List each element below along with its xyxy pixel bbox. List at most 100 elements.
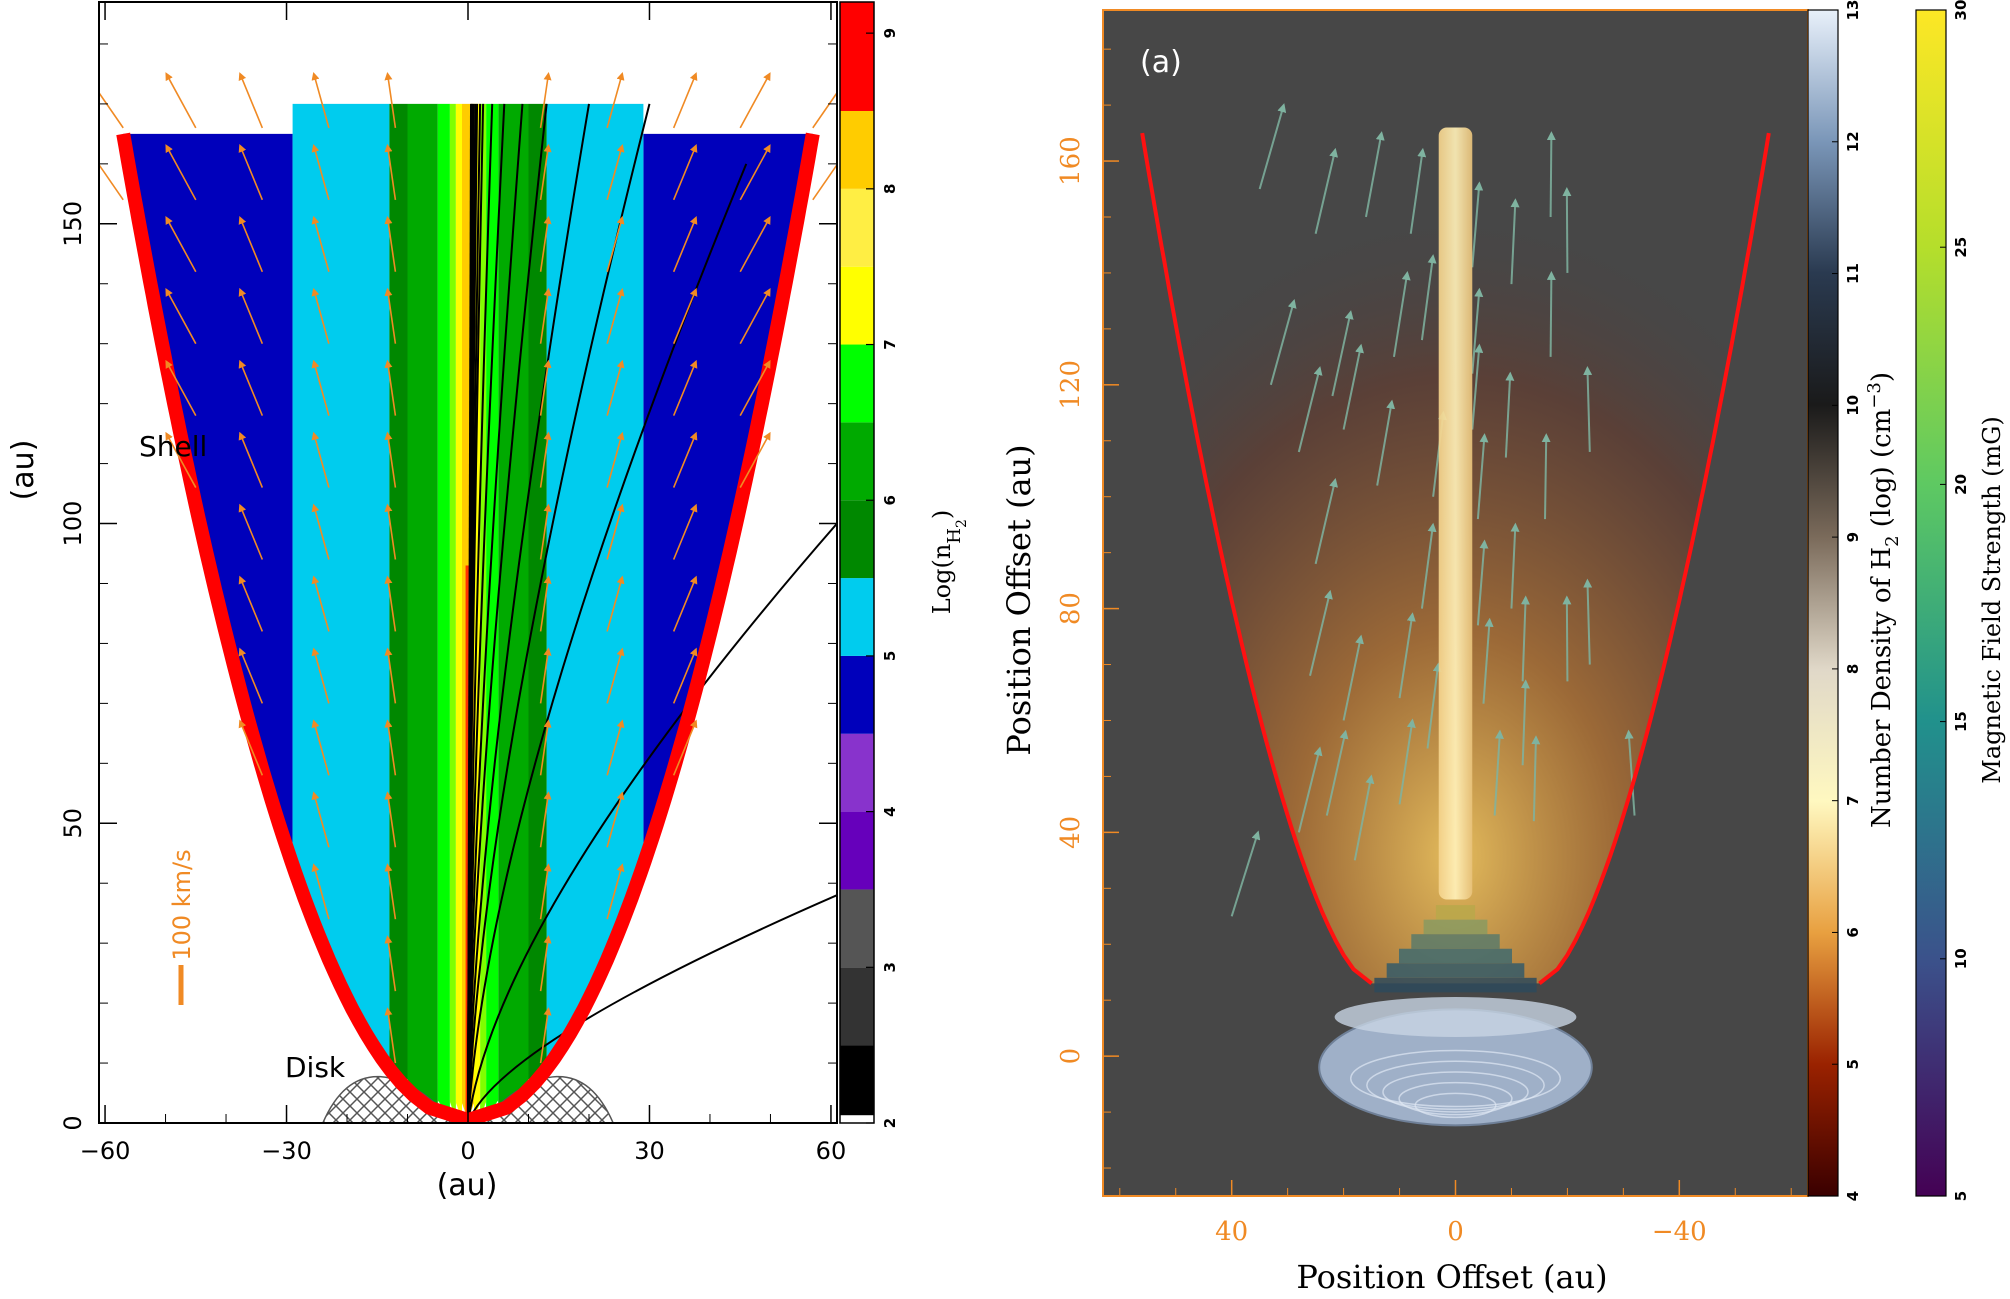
shell-curve bbox=[1140, 132, 1373, 985]
cone-layer bbox=[1411, 934, 1500, 949]
colorbar-level bbox=[840, 188, 874, 267]
field-vector bbox=[1331, 310, 1354, 397]
velocity-arrow bbox=[238, 215, 264, 273]
disk-annotation: Disk bbox=[285, 1051, 346, 1084]
field-vector bbox=[1342, 634, 1364, 721]
velocity-arrow bbox=[672, 72, 698, 129]
field-colorbar-fill bbox=[1916, 10, 1946, 1196]
colorbar-tick-label: 20 bbox=[1952, 474, 1970, 495]
velocity-arrow bbox=[384, 719, 397, 776]
velocity-arrow bbox=[539, 719, 552, 776]
h2-density-colorbar: 4 5 6 7 8 9 10 11 12 13 Number Density of H2 (log… bbox=[1807, 0, 1903, 1201]
field-vector bbox=[1420, 254, 1437, 341]
velocity-arrow bbox=[238, 503, 264, 560]
colorbar-level bbox=[840, 733, 874, 812]
colorbar-tick-label: 8 bbox=[881, 184, 899, 194]
velocity-arrow bbox=[384, 647, 397, 704]
y-tick-label: 80 bbox=[1056, 592, 1086, 625]
field-vector bbox=[1482, 617, 1494, 704]
velocity-arrow bbox=[672, 719, 698, 776]
velocity-arrow bbox=[672, 503, 698, 560]
field-vector bbox=[1562, 595, 1572, 682]
x-tick-label: −40 bbox=[1652, 1217, 1707, 1247]
x-tick-label: 30 bbox=[634, 1137, 665, 1165]
right-x-axis-title: Position Offset (au) bbox=[1296, 1258, 1607, 1296]
colorbar-tick-label: 3 bbox=[881, 962, 899, 972]
field-vector bbox=[1297, 366, 1323, 453]
field-vector bbox=[1297, 746, 1323, 833]
colorbar-tick-label: 6 bbox=[1844, 927, 1862, 937]
colorbar-level bbox=[840, 578, 874, 656]
velocity-arrow bbox=[311, 647, 330, 704]
velocity-arrow bbox=[238, 287, 264, 344]
streamline bbox=[467, 103, 651, 1123]
colorbar-level bbox=[840, 500, 874, 579]
density-band bbox=[437, 103, 450, 1118]
velocity-arrow bbox=[311, 72, 330, 129]
field-vector bbox=[1314, 147, 1338, 235]
field-vector bbox=[1510, 522, 1520, 609]
field-vector bbox=[1409, 147, 1427, 234]
cone-layer bbox=[1435, 905, 1476, 920]
colorbar-tick-label: 25 bbox=[1952, 237, 1970, 258]
field-vector bbox=[1583, 366, 1593, 452]
velocity-arrow bbox=[606, 575, 625, 632]
colorbar-level bbox=[840, 110, 874, 189]
y-tick-label: 160 bbox=[1056, 136, 1086, 186]
velocity-arrow bbox=[539, 287, 552, 344]
field-vector bbox=[1314, 477, 1338, 565]
velocity-arrow bbox=[606, 143, 625, 201]
velocity-arrow bbox=[606, 719, 625, 776]
colorbar-level bbox=[840, 266, 874, 345]
field-vector bbox=[1476, 539, 1489, 626]
colorbar-frame bbox=[839, 1, 875, 1124]
velocity-arrow bbox=[165, 216, 197, 273]
colorbar-tick-label: 13 bbox=[1844, 0, 1862, 20]
velocity-arrow bbox=[739, 359, 771, 417]
density-band bbox=[455, 103, 462, 1120]
velocity-arrow bbox=[672, 575, 698, 632]
velocity-arrow bbox=[539, 359, 552, 416]
field-vector bbox=[1562, 187, 1572, 273]
log-nh2-colorbar: 2 3 4 5 6 7 8 9 Log(nH2) bbox=[839, 1, 970, 1128]
velocity-arrow bbox=[739, 287, 771, 345]
disk-ring bbox=[1398, 1081, 1513, 1116]
x-tick-label: −30 bbox=[261, 1137, 312, 1165]
velocity-arrow bbox=[672, 431, 698, 488]
velocity-arrow bbox=[672, 144, 698, 201]
colorbar-tick-label: 7 bbox=[1844, 795, 1862, 805]
velocity-arrow bbox=[739, 216, 771, 273]
streamlines bbox=[467, 103, 837, 1123]
velocity-arrow bbox=[672, 359, 698, 416]
velocity-arrow bbox=[606, 503, 625, 560]
y-tick-label: 0 bbox=[59, 1115, 87, 1130]
velocity-arrow bbox=[99, 91, 124, 129]
velocity-arrow bbox=[539, 431, 552, 488]
velocity-arrow bbox=[606, 72, 625, 129]
disk-ring bbox=[1350, 1049, 1561, 1108]
colorbar-level bbox=[840, 967, 874, 1046]
velocity-arrow bbox=[384, 71, 397, 129]
disk-ring bbox=[1414, 1092, 1497, 1119]
right-y-axis-title: Position Offset (au) bbox=[1000, 444, 1038, 755]
velocity-arrow bbox=[739, 72, 771, 129]
colorbar-level bbox=[840, 811, 874, 890]
disk-top bbox=[1334, 996, 1577, 1037]
field-vector bbox=[1510, 198, 1520, 285]
velocity-arrow bbox=[606, 647, 625, 704]
streamline bbox=[467, 103, 590, 1123]
density-colorbar-fill bbox=[1808, 10, 1838, 1196]
velocity-arrow bbox=[606, 431, 625, 488]
x-tick-label: −60 bbox=[80, 1137, 131, 1165]
velocity-arrow bbox=[311, 863, 330, 920]
velocity-arrow bbox=[165, 144, 197, 201]
shell-curve bbox=[116, 132, 471, 1123]
colorbar-title: Log(nH2) bbox=[928, 510, 970, 615]
velocity-arrow bbox=[539, 503, 552, 560]
cone-layer bbox=[1374, 977, 1537, 993]
colorbar-tick-label: 12 bbox=[1844, 131, 1862, 152]
velocity-arrow bbox=[384, 431, 397, 488]
field-vector bbox=[1398, 718, 1416, 805]
colorbar-tick-label: 5 bbox=[881, 651, 899, 661]
velocity-arrow bbox=[384, 863, 397, 920]
